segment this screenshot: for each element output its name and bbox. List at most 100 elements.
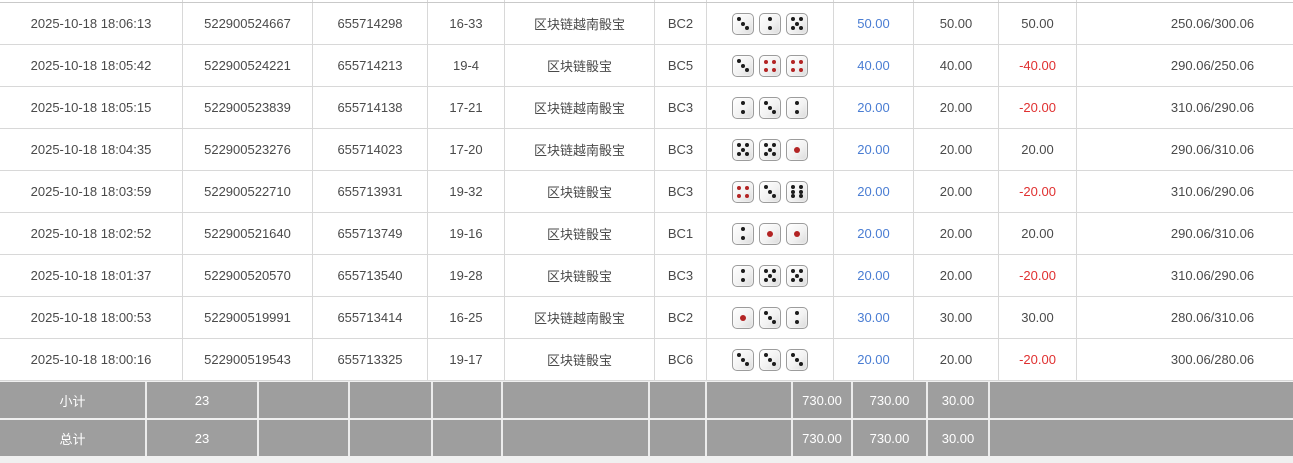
subtotal-valid-total: 730.00	[853, 382, 928, 418]
clipped-cell	[505, 0, 655, 2]
die-1-icon	[759, 222, 781, 245]
bet-time-cell: 2025-10-18 18:05:42	[0, 45, 183, 86]
bet-record-row: 2025-10-18 18:02:52 522900521640 655713749…	[0, 213, 1293, 255]
valid-amount-cell: 40.00	[914, 45, 999, 86]
bet-amount-link[interactable]: 20.00	[834, 213, 914, 254]
die-3-icon	[732, 348, 754, 371]
die-3-icon	[759, 348, 781, 371]
valid-amount-cell: 20.00	[914, 87, 999, 128]
die-5-icon	[786, 12, 808, 35]
period-cell: 19-32	[428, 171, 505, 212]
win-loss-cell: 20.00	[999, 213, 1077, 254]
bet-time-cell: 2025-10-18 18:03:59	[0, 171, 183, 212]
bet-time-cell: 2025-10-18 18:05:15	[0, 87, 183, 128]
win-loss-cell: 30.00	[999, 297, 1077, 338]
clipped-cell	[0, 0, 183, 2]
die-3-icon	[732, 12, 754, 35]
dice-result-icons	[732, 348, 808, 371]
dice-result-cell	[707, 3, 834, 44]
die-4-icon	[732, 180, 754, 203]
table-code-cell: BC3	[655, 171, 707, 212]
table-code-cell: BC2	[655, 3, 707, 44]
period-cell: 17-20	[428, 129, 505, 170]
dice-result-icons	[732, 54, 808, 77]
bet-amount-link[interactable]: 20.00	[834, 339, 914, 380]
die-2-icon	[759, 12, 781, 35]
grand-total-label: 总计	[0, 420, 147, 456]
balance-cell: 300.06/280.06	[1077, 339, 1293, 380]
clipped-cell	[655, 0, 707, 2]
dice-result-icons	[732, 222, 808, 245]
bet-record-row: 2025-10-18 18:01:37 522900520570 655713540…	[0, 255, 1293, 297]
period-cell: 16-25	[428, 297, 505, 338]
bet-record-row: 2025-10-18 18:05:15 522900523839 655714138…	[0, 87, 1293, 129]
valid-amount-cell: 30.00	[914, 297, 999, 338]
subtotal-count: 23	[147, 382, 259, 418]
valid-amount-cell: 20.00	[914, 339, 999, 380]
bet-id-cell: 522900522710	[183, 171, 313, 212]
bet-amount-link[interactable]: 30.00	[834, 297, 914, 338]
bet-id-cell: 522900521640	[183, 213, 313, 254]
footer-empty-cell	[650, 420, 707, 456]
bet-id-cell: 522900519991	[183, 297, 313, 338]
bet-time-cell: 2025-10-18 18:01:37	[0, 255, 183, 296]
clipped-cell	[183, 0, 313, 2]
bet-amount-link[interactable]: 20.00	[834, 255, 914, 296]
table-code-cell: BC3	[655, 87, 707, 128]
period-cell: 17-21	[428, 87, 505, 128]
valid-amount-cell: 20.00	[914, 171, 999, 212]
balance-cell: 310.06/290.06	[1077, 255, 1293, 296]
game-name-cell: 区块链越南骰宝	[505, 297, 655, 338]
balance-cell: 290.06/310.06	[1077, 129, 1293, 170]
win-loss-cell: -20.00	[999, 255, 1077, 296]
round-id-cell: 655713325	[313, 339, 428, 380]
bet-amount-link[interactable]: 20.00	[834, 171, 914, 212]
dice-result-icons	[732, 138, 808, 161]
grand-total-row: 总计 23 730.00 730.00 30.00	[0, 420, 1293, 456]
dice-result-icons	[732, 306, 808, 329]
die-3-icon	[759, 306, 781, 329]
die-3-icon	[786, 348, 808, 371]
subtotal-bet-total: 730.00	[793, 382, 853, 418]
table-code-cell: BC3	[655, 255, 707, 296]
dice-result-cell	[707, 45, 834, 86]
die-3-icon	[759, 180, 781, 203]
clipped-cell	[707, 0, 834, 2]
bet-id-cell: 522900523839	[183, 87, 313, 128]
die-2-icon	[732, 264, 754, 287]
die-5-icon	[759, 138, 781, 161]
round-id-cell: 655713414	[313, 297, 428, 338]
grand-total-bet-total: 730.00	[793, 420, 853, 456]
bet-id-cell: 522900524667	[183, 3, 313, 44]
die-1-icon	[786, 138, 808, 161]
die-3-icon	[759, 96, 781, 119]
bet-amount-link[interactable]: 20.00	[834, 129, 914, 170]
bet-amount-link[interactable]: 50.00	[834, 3, 914, 44]
game-name-cell: 区块链骰宝	[505, 255, 655, 296]
clipped-cell	[313, 0, 428, 2]
bet-amount-link[interactable]: 20.00	[834, 87, 914, 128]
period-cell: 16-33	[428, 3, 505, 44]
grand-total-win-loss-total: 30.00	[928, 420, 990, 456]
win-loss-cell: -20.00	[999, 171, 1077, 212]
footer-empty-cell	[990, 420, 1293, 456]
die-2-icon	[732, 96, 754, 119]
die-2-icon	[786, 306, 808, 329]
die-3-icon	[732, 54, 754, 77]
footer-empty-cell	[350, 382, 433, 418]
round-id-cell: 655713749	[313, 213, 428, 254]
table-code-cell: BC5	[655, 45, 707, 86]
clipped-cell	[1077, 0, 1293, 2]
bet-record-row: 2025-10-18 18:04:35 522900523276 655714023…	[0, 129, 1293, 171]
game-name-cell: 区块链越南骰宝	[505, 129, 655, 170]
bet-time-cell: 2025-10-18 18:04:35	[0, 129, 183, 170]
period-cell: 19-4	[428, 45, 505, 86]
die-5-icon	[759, 264, 781, 287]
period-cell: 19-28	[428, 255, 505, 296]
dice-result-icons	[732, 264, 808, 287]
balance-cell: 290.06/250.06	[1077, 45, 1293, 86]
die-1-icon	[786, 222, 808, 245]
bet-amount-link[interactable]: 40.00	[834, 45, 914, 86]
win-loss-cell: 20.00	[999, 129, 1077, 170]
